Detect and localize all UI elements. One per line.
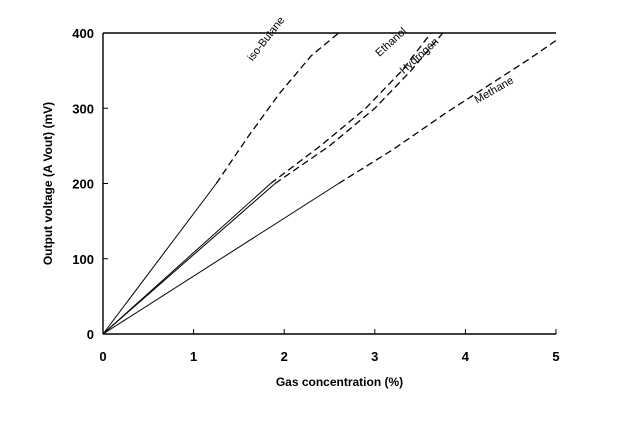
iso-butane-label: iso-Butane — [245, 15, 287, 64]
y-tick-label: 100 — [72, 252, 94, 267]
hydrogen-solid-line — [102, 183, 276, 335]
y-tick-label: 400 — [72, 26, 94, 41]
x-tick-label: 4 — [462, 349, 470, 364]
ethanol-dashed-line — [270, 32, 432, 185]
x-axis-title: Gas concentration (%) — [276, 375, 403, 389]
y-tick-label: 200 — [72, 177, 94, 192]
methane-solid-line — [102, 183, 339, 335]
ethanol-label: Ethanol — [373, 25, 409, 59]
tick-layer: 0 1 2 3 4 5 0 100 200 300 400 — [72, 26, 559, 364]
x-tick-label: 1 — [190, 349, 197, 364]
y-tick-label: 300 — [72, 101, 94, 116]
iso-butane-dashed-line — [215, 32, 340, 184]
y-axis-title: Output voltage (A Vout) (mV) — [41, 102, 55, 265]
methane-label: Methane — [473, 75, 516, 107]
x-tick-label: 2 — [281, 349, 288, 364]
x-tick-label: 3 — [371, 349, 378, 364]
hydrogen-label: Hydrogen — [398, 36, 441, 77]
x-tick-label: 0 — [99, 349, 106, 364]
methane-dashed-line — [338, 39, 557, 185]
plot-frame — [102, 32, 556, 335]
hydrogen-dashed-line — [274, 32, 444, 185]
iso-butane-solid-line — [102, 183, 217, 335]
x-tick-label: 5 — [552, 349, 559, 364]
y-tick-label: 0 — [87, 327, 94, 342]
